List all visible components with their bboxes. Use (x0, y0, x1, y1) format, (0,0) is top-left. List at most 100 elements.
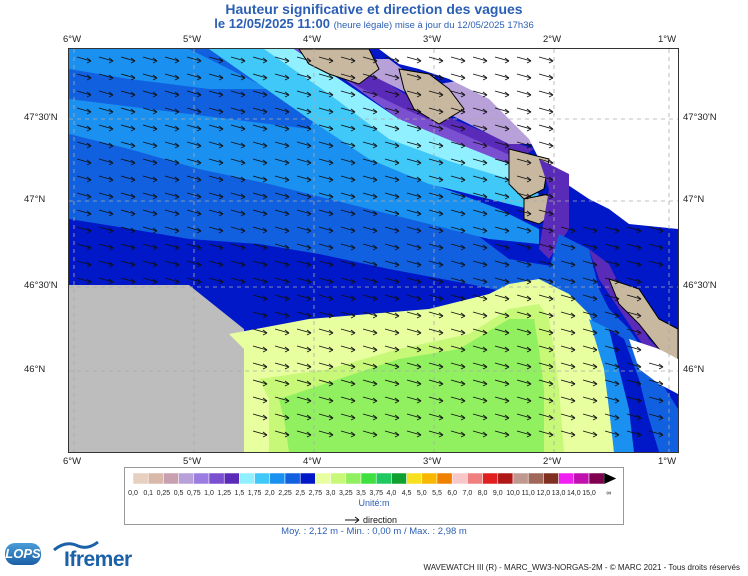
direction-arrow-head (438, 312, 444, 319)
direction-arrow-head (328, 159, 334, 166)
direction-arrow-head (394, 142, 400, 149)
direction-arrow-head (460, 142, 466, 149)
direction-arrow (494, 56, 510, 62)
direction-arrow (450, 226, 466, 232)
direction-arrow (648, 226, 664, 232)
direction-arrow (208, 260, 224, 266)
direction-arrow (406, 396, 422, 402)
direction-arrow-head (570, 295, 576, 302)
direction-arrow-head (526, 431, 532, 438)
direction-arrow (318, 141, 334, 147)
direction-arrow-head (218, 176, 224, 183)
direction-arrow (318, 192, 334, 198)
direction-arrow (120, 175, 136, 181)
direction-arrow-head (306, 329, 312, 336)
direction-arrow (274, 277, 290, 283)
direction-arrow-head (350, 159, 356, 166)
direction-arrow-head (658, 363, 664, 370)
direction-arrow (120, 209, 136, 215)
direction-arrow (626, 379, 642, 385)
direction-arrow-head (86, 142, 92, 149)
direction-arrow (494, 294, 510, 300)
wave-map[interactable] (68, 48, 679, 453)
direction-arrow-head (482, 261, 488, 268)
direction-arrow-head (460, 91, 466, 98)
direction-arrow (516, 294, 532, 300)
direction-arrow (340, 294, 356, 300)
direction-arrow-head (548, 176, 554, 183)
direction-arrow (252, 430, 268, 436)
direction-arrow-head (306, 295, 312, 302)
direction-arrow-head (438, 278, 444, 285)
direction-arrow (582, 430, 598, 436)
direction-arrow (384, 90, 400, 96)
direction-arrow-head (614, 312, 620, 319)
direction-arrow-head (350, 108, 356, 115)
direction-arrow (450, 362, 466, 368)
direction-arrow (472, 294, 488, 300)
direction-arrow-head (262, 244, 268, 251)
direction-arrow (648, 362, 664, 368)
direction-arrow (494, 73, 510, 79)
direction-arrow (98, 73, 114, 79)
direction-arrow-head (394, 295, 400, 302)
direction-arrow-head (306, 91, 312, 98)
direction-arrow-head (482, 431, 488, 438)
direction-arrow (538, 243, 554, 249)
direction-arrow-head (306, 380, 312, 387)
direction-arrow (362, 294, 378, 300)
direction-arrow-head (460, 210, 466, 217)
direction-arrow-head (482, 312, 488, 319)
direction-arrow-head (262, 125, 268, 132)
direction-arrow-head (548, 363, 554, 370)
direction-arrow (142, 243, 158, 249)
direction-arrow-head (306, 397, 312, 404)
direction-arrow-head (218, 74, 224, 81)
direction-arrow (120, 124, 136, 130)
direction-arrow-head (306, 431, 312, 438)
direction-arrow-head (482, 57, 488, 64)
direction-arrow (384, 345, 400, 351)
direction-arrow (516, 124, 532, 130)
direction-arrow-head (570, 227, 576, 234)
direction-arrow (560, 294, 576, 300)
direction-arrow (230, 175, 246, 181)
direction-arrow-head (394, 57, 400, 64)
direction-arrow-head (482, 125, 488, 132)
direction-arrow (208, 192, 224, 198)
direction-arrow-head (372, 312, 378, 319)
direction-arrow-head (504, 91, 510, 98)
direction-arrow (516, 158, 532, 164)
direction-arrow-head (240, 142, 246, 149)
direction-arrow-head (394, 261, 400, 268)
direction-arrow (362, 430, 378, 436)
wave-direction-arrows (76, 56, 664, 438)
direction-arrow (626, 226, 642, 232)
direction-arrow (494, 175, 510, 181)
date-note: (heure légale) mise à jour du 12/05/2025… (333, 20, 534, 31)
direction-arrow-head (86, 108, 92, 115)
legend-tick-label: 7,0 (463, 490, 473, 497)
lon-label: 6°W (63, 34, 82, 45)
direction-arrow-head (482, 295, 488, 302)
direction-arrow (472, 192, 488, 198)
direction-arrow-head (372, 91, 378, 98)
direction-arrow-head (438, 176, 444, 183)
lat-label: 46°30'N (24, 280, 58, 291)
direction-arrow-head (636, 261, 642, 268)
direction-arrow (362, 396, 378, 402)
lat-label: 47°30'N (683, 112, 717, 123)
direction-arrow (582, 260, 598, 266)
direction-arrow-head (482, 414, 488, 421)
direction-arrow (296, 175, 312, 181)
direction-arrow-head (592, 414, 598, 421)
direction-arrow-head (262, 295, 268, 302)
direction-arrow-head (328, 91, 334, 98)
legend-tick-label: 12,0 (537, 490, 551, 497)
direction-arrow-head (438, 431, 444, 438)
direction-arrow (296, 73, 312, 79)
legend-swatch (208, 472, 225, 485)
direction-arrow-head (658, 431, 664, 438)
direction-arrow-head (394, 176, 400, 183)
direction-arrow-head (86, 74, 92, 81)
